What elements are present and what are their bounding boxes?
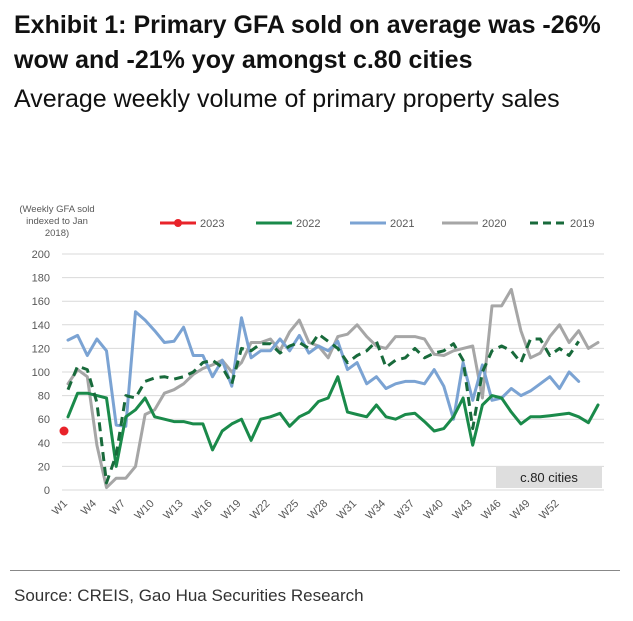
legend-label-2020: 2020 (482, 218, 506, 230)
series-point-2023 (59, 426, 69, 436)
x-tick-label: W4 (79, 498, 99, 518)
x-tick-label: W52 (537, 498, 561, 522)
annotation-box (496, 466, 602, 488)
x-tick-label: W46 (479, 498, 503, 522)
x-tick-label: W40 (421, 498, 445, 522)
x-tick-label: W10 (132, 498, 156, 522)
series-line-2022 (66, 375, 600, 468)
series-line-2019 (66, 332, 580, 485)
x-tick-label: W22 (248, 498, 272, 522)
annotation-label: c.80 cities (520, 470, 578, 485)
legend-label-2021: 2021 (390, 218, 414, 230)
x-axis-ticks: W1 W4 W7 W10 W13 W16 W19 W22 W25 W28 W31 W34 W37 W40 W… (50, 498, 562, 522)
legend-label-2019: 2019 (570, 218, 594, 230)
footer-divider (10, 570, 620, 571)
x-tick-label: W25 (277, 498, 301, 522)
legend-label-2023: 2023 (200, 218, 224, 230)
chart-subtitle: Average weekly volume of primary propert… (14, 85, 560, 113)
x-tick-label: W28 (306, 498, 330, 522)
x-tick-label: W1 (50, 498, 70, 518)
y-tick-label: 20 (38, 461, 50, 473)
y-tick-label: 60 (38, 414, 50, 426)
x-tick-label: W49 (508, 498, 532, 522)
y-tick-label: 0 (44, 485, 50, 497)
gridlines (62, 253, 604, 491)
y-tick-label: 180 (32, 273, 50, 285)
legend-marker-2023 (174, 219, 182, 227)
y-axis-label-line: indexed to Jan (26, 216, 88, 227)
series-lines (59, 287, 600, 490)
y-tick-label: 140 (32, 320, 50, 332)
y-tick-label: 160 (32, 296, 50, 308)
cities-annotation: c.80 cities (496, 466, 602, 488)
x-tick-label: W7 (108, 498, 128, 518)
x-tick-label: W16 (190, 498, 214, 522)
x-tick-label: W19 (219, 498, 243, 522)
x-tick-label: W37 (393, 498, 417, 522)
y-tick-label: 100 (32, 367, 50, 379)
y-tick-label: 200 (32, 249, 50, 261)
x-tick-label: W13 (161, 498, 185, 522)
x-tick-label: W31 (335, 498, 359, 522)
legend-label-2022: 2022 (296, 218, 320, 230)
y-tick-label: 40 (38, 438, 50, 450)
y-axis-ticks: 0 20 40 60 80 100 120 140 160 180 200 (32, 249, 50, 497)
source-note: Source: CREIS, Gao Hua Securities Resear… (14, 586, 364, 605)
x-tick-label: W34 (364, 498, 388, 522)
y-axis-label-line: 2018) (45, 228, 69, 239)
y-tick-label: 120 (32, 343, 50, 355)
y-tick-label: 80 (38, 391, 50, 403)
y-axis-label-line: (Weekly GFA sold (19, 204, 94, 215)
chart-title: Exhibit 1: Primary GFA sold on average w… (14, 11, 601, 74)
series-line-2021 (66, 310, 581, 428)
legend: 2023 2022 2021 2020 2019 (160, 218, 594, 230)
x-tick-label: W43 (450, 498, 474, 522)
